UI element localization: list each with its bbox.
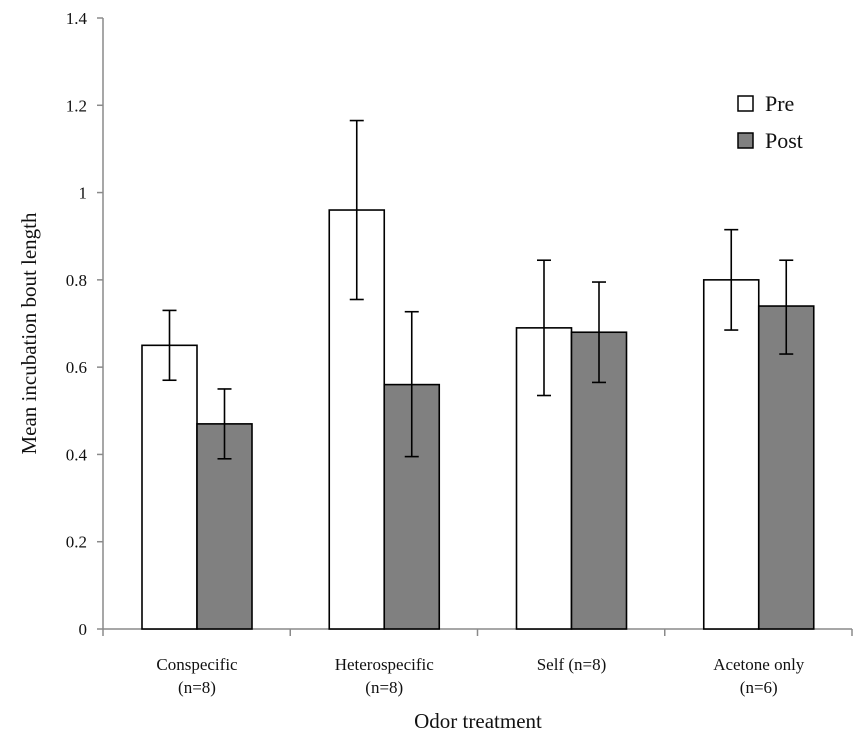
y-tick-label: 0 xyxy=(79,620,88,639)
y-tick-label: 1.2 xyxy=(66,96,87,115)
y-tick-label: 0.2 xyxy=(66,533,87,552)
x-category-label: (n=8) xyxy=(365,678,403,697)
x-category-label: Self (n=8) xyxy=(537,655,607,674)
bar-pre xyxy=(141,344,198,630)
x-axis-title: Odor treatment xyxy=(414,709,542,733)
y-tick-label: 0.4 xyxy=(66,445,88,464)
x-category-label: Conspecific xyxy=(156,655,238,674)
bar-pre xyxy=(702,279,760,630)
legend-label-pre: Pre xyxy=(765,91,794,116)
x-category-label: (n=8) xyxy=(178,678,216,697)
legend-swatch-post xyxy=(737,132,754,149)
legend-swatch-pre xyxy=(737,95,754,112)
bars xyxy=(141,209,815,630)
y-tick-label: 1.4 xyxy=(66,9,88,28)
labels: Conspecific (n=8) Heterospecific (n=8) Self … xyxy=(17,212,805,733)
y-axis-title: Mean incubation bout length xyxy=(17,212,41,455)
x-category-label: (n=6) xyxy=(740,678,778,697)
y-tick-label: 0.8 xyxy=(66,271,87,290)
bar-post xyxy=(757,305,815,630)
error-bars xyxy=(162,119,794,460)
legend-label-post: Post xyxy=(765,128,803,153)
x-category-label: Acetone only xyxy=(713,655,805,674)
legend: Pre Post xyxy=(737,91,803,153)
x-category-label: Heterospecific xyxy=(335,655,435,674)
y-tick-label: 0.6 xyxy=(66,358,87,377)
y-tick-label: 1 xyxy=(79,184,88,203)
